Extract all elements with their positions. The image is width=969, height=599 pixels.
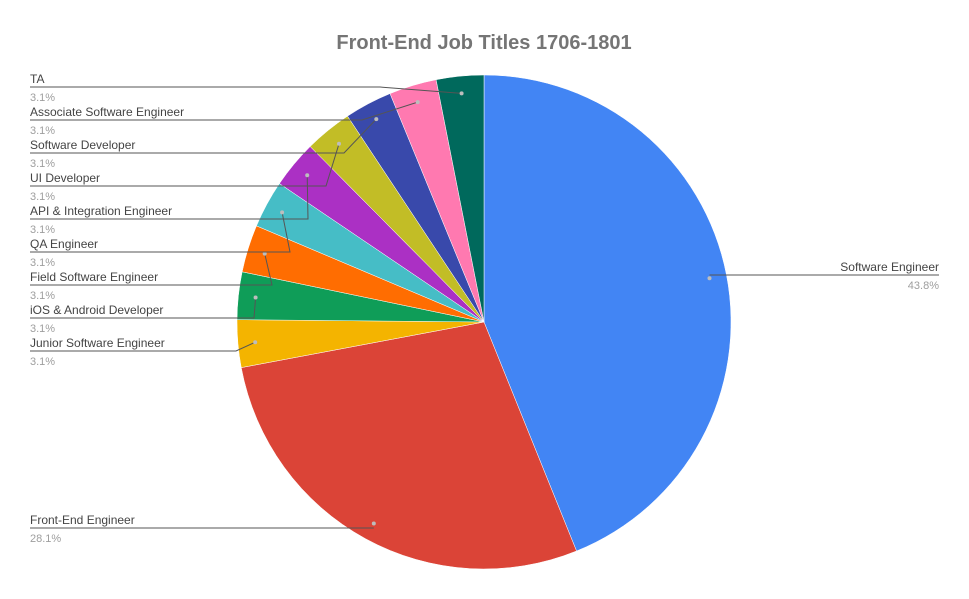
leader-line-ui-developer bbox=[30, 143, 340, 187]
leader-line-qa-engineer bbox=[30, 212, 291, 253]
pie-slice-ta bbox=[435, 74, 485, 323]
slice-label-ui-developer: UI Developer bbox=[30, 171, 100, 185]
slice-label-front-end-engineer: Front-End Engineer bbox=[30, 513, 135, 527]
leader-line-ta bbox=[30, 86, 462, 94]
slice-percent-ios-android-developer: 3.1% bbox=[30, 323, 55, 335]
leader-dot-ios-android-developer bbox=[253, 295, 258, 300]
leader-dot-associate-software-engineer bbox=[415, 100, 420, 105]
slice-label-field-software-engineer: Field Software Engineer bbox=[30, 270, 158, 284]
leader-dot-ui-developer bbox=[337, 141, 341, 146]
leader-line-field-software-engineer bbox=[30, 253, 273, 286]
slice-label-software-developer: Software Developer bbox=[30, 138, 135, 152]
slice-label-associate-software-engineer: Associate Software Engineer bbox=[30, 105, 184, 119]
chart-title: Front-End Job Titles 1706-1801 bbox=[336, 32, 631, 54]
slice-percent-ta: 3.1% bbox=[30, 92, 55, 104]
pie-slice-front-end-engineer bbox=[240, 321, 577, 570]
slice-percent-field-software-engineer: 3.1% bbox=[30, 290, 55, 302]
leader-dot-software-engineer bbox=[707, 276, 712, 281]
leader-line-junior-software-engineer bbox=[30, 341, 256, 352]
slice-percent-qa-engineer: 3.1% bbox=[30, 257, 55, 269]
leader-dot-field-software-engineer bbox=[262, 251, 267, 256]
leader-dot-api-integration-engineer bbox=[305, 173, 310, 178]
slice-percent-associate-software-engineer: 3.1% bbox=[30, 125, 55, 137]
slice-percent-ui-developer: 3.1% bbox=[30, 191, 55, 203]
slice-label-ios-android-developer: iOS & Android Developer bbox=[30, 303, 163, 317]
leader-dot-ta bbox=[459, 91, 464, 96]
slice-percent-junior-software-engineer: 3.1% bbox=[30, 356, 55, 368]
leader-dot-front-end-engineer bbox=[371, 521, 376, 526]
slice-percent-front-end-engineer: 28.1% bbox=[30, 533, 61, 545]
leader-dot-software-developer bbox=[374, 117, 379, 122]
leader-dot-qa-engineer bbox=[280, 210, 285, 215]
slice-label-qa-engineer: QA Engineer bbox=[30, 237, 98, 251]
pie-slices bbox=[236, 74, 732, 570]
slice-labels: Software Engineer 43.8% Front-End Engineer… bbox=[30, 72, 939, 545]
slice-label-software-engineer: Software Engineer bbox=[840, 260, 939, 274]
leader-line-associate-software-engineer bbox=[30, 101, 418, 121]
leader-line-software-developer bbox=[30, 118, 377, 154]
leader-line-ios-android-developer bbox=[30, 297, 257, 319]
slice-label-ta: TA bbox=[30, 72, 44, 86]
slice-percent-software-developer: 3.1% bbox=[30, 158, 55, 170]
leader-dot-junior-software-engineer bbox=[253, 340, 258, 345]
slice-label-api-integration-engineer: API & Integration Engineer bbox=[30, 204, 172, 218]
slice-label-junior-software-engineer: Junior Software Engineer bbox=[30, 336, 165, 350]
leader-line-api-integration-engineer bbox=[30, 175, 309, 220]
slice-percent-api-integration-engineer: 3.1% bbox=[30, 224, 55, 236]
slice-percent-software-engineer: 43.8% bbox=[908, 280, 939, 292]
